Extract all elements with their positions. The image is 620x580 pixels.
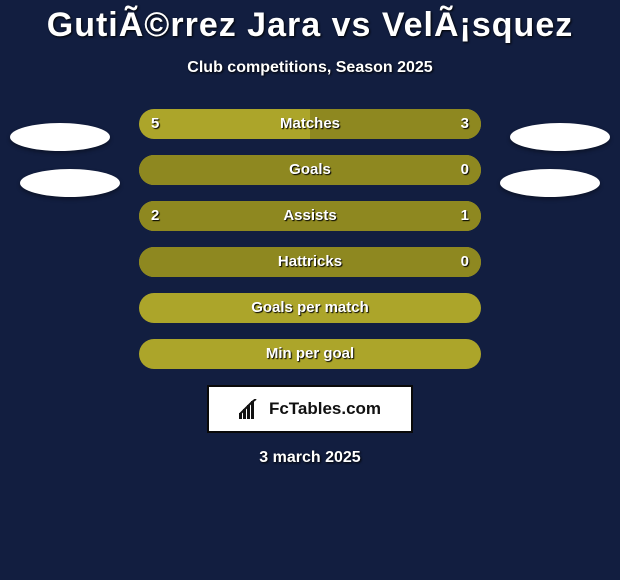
stat-bar: 21Assists	[139, 201, 481, 231]
logo: FcTables.com	[239, 399, 381, 419]
player-right-marker-2	[500, 169, 600, 197]
stat-bar: Min per goal	[139, 339, 481, 369]
stat-label: Min per goal	[139, 339, 481, 369]
comparison-stage: 53Matches 0Goals 21Assists 0Hattricks Goals …	[0, 109, 620, 467]
player-right-marker-1	[510, 123, 610, 151]
stat-label: Hattricks	[139, 247, 481, 277]
logo-card: FcTables.com	[207, 385, 413, 433]
stat-bar: Goals per match	[139, 293, 481, 323]
logo-text: FcTables.com	[269, 399, 381, 419]
stat-label: Goals	[139, 155, 481, 185]
stat-bar: 53Matches	[139, 109, 481, 139]
snapshot-date: 3 march 2025	[0, 449, 620, 467]
stat-bar: 0Goals	[139, 155, 481, 185]
fctables-icon	[239, 399, 265, 419]
season-subtitle: Club competitions, Season 2025	[0, 59, 620, 77]
player-left-marker-1	[10, 123, 110, 151]
stat-label: Assists	[139, 201, 481, 231]
stat-label: Goals per match	[139, 293, 481, 323]
page-title: GutiÃ©rrez Jara vs VelÃ¡squez	[0, 0, 620, 45]
stat-bar: 0Hattricks	[139, 247, 481, 277]
stat-label: Matches	[139, 109, 481, 139]
player-left-marker-2	[20, 169, 120, 197]
stat-bars: 53Matches 0Goals 21Assists 0Hattricks Goals …	[139, 109, 481, 369]
